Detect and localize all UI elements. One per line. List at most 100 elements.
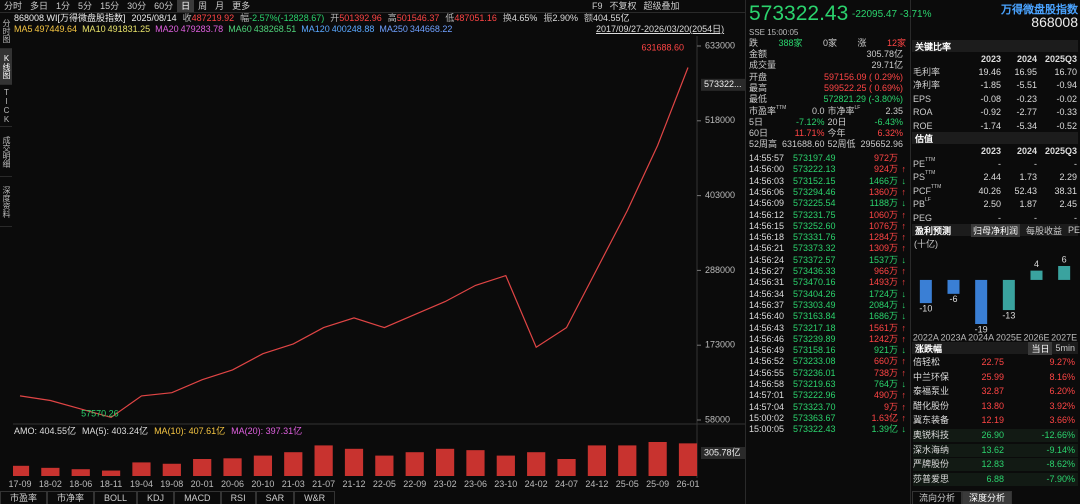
cell-value: 16.70 — [1054, 67, 1077, 77]
period-tab[interactable]: 更多 — [232, 1, 251, 11]
mover-name[interactable]: 醋化股份 — [913, 400, 950, 411]
info-item: 幅-2.57%(-12828.67) — [240, 13, 324, 24]
stat-value: 29.71亿 — [871, 60, 903, 71]
forecast-value-label: -19 — [975, 324, 988, 334]
tick-volume: 1.63亿 — [871, 412, 898, 423]
indicator-tab[interactable]: BOLL — [94, 491, 138, 504]
tick-time: 14:56:58 — [749, 379, 785, 389]
stat-value: 11.71% — [794, 128, 825, 139]
indicator-tab[interactable]: 市盈率 — [0, 491, 48, 504]
indicator-tab[interactable]: KDJ — [137, 491, 175, 504]
ma-key: MA20 — [155, 24, 179, 34]
breadth-item: 388家 — [778, 38, 803, 48]
tick-time: 14:56:00 — [749, 164, 785, 175]
side-tab[interactable]: 深度资料 — [0, 177, 12, 227]
cell-value: 38.31 — [1054, 185, 1077, 196]
side-tab[interactable]: 分时图 — [0, 13, 12, 49]
indicator-tab[interactable]: W&R — [294, 491, 336, 504]
mover-name[interactable]: 冀东装备 — [913, 415, 950, 426]
ma-key: MA5 — [14, 24, 33, 34]
period-tab[interactable]: 5分 — [78, 1, 93, 11]
indicator-tab[interactable]: 市净率 — [47, 491, 95, 504]
period-tab[interactable]: 周 — [198, 1, 208, 11]
ma-key: MA250 — [379, 24, 408, 34]
info-item: 高501546.37 — [388, 13, 440, 24]
x-tick-label: 22-05 — [372, 479, 396, 489]
stat-value: 305.78亿 — [866, 49, 903, 59]
indicator-tab[interactable]: SAR — [255, 491, 295, 504]
mover-name[interactable]: 奥锐科技 — [913, 430, 950, 440]
y-tick-label: 633000 — [705, 40, 735, 50]
tool-button[interactable]: F9 — [592, 1, 603, 11]
indicator-tab[interactable]: MACD — [174, 491, 221, 504]
ma-item: MA10 491831.25 — [82, 24, 150, 35]
tick-time: 14:56:15 — [749, 220, 785, 231]
side-tab[interactable]: K线图 — [0, 49, 12, 85]
forecast-tab[interactable]: 归母净利润 — [971, 223, 1021, 237]
tick-row: 14:57:01 573222.96 490万 ↑ — [749, 390, 906, 401]
period-tab[interactable]: 60分 — [154, 1, 174, 11]
index-code: 868008 — [1031, 14, 1078, 30]
movers-tab[interactable]: 5min — [1055, 343, 1075, 353]
cell-value: -0.92 — [980, 107, 1001, 118]
indicator-tab[interactable]: RSI — [220, 491, 256, 504]
tick-price: 573233.08 — [793, 356, 836, 367]
stat-label: 市净率LF — [827, 104, 861, 116]
mover-name[interactable]: 莎普爱思 — [913, 473, 950, 484]
info-key: 振 — [543, 13, 553, 23]
last-price-label: 573322... — [704, 79, 742, 89]
stat-value: 631688.60 — [781, 139, 825, 150]
mover-name[interactable]: 深水海纳 — [913, 444, 950, 455]
mover-row: 深水海纳 13.62 -9.14% — [913, 443, 1078, 457]
tick-row: 14:56:18 573331.76 1284万 ↑ — [749, 232, 906, 243]
volume-bar — [193, 459, 212, 476]
forecast-tab[interactable]: PE — [1068, 225, 1080, 235]
side-tab[interactable]: 成交明细 — [0, 127, 12, 177]
period-tab[interactable]: 多日 — [30, 1, 49, 11]
mover-name[interactable]: 倍轻松 — [913, 357, 941, 367]
mover-name[interactable]: 中兰环保 — [913, 371, 950, 382]
stat-label: 5日 — [749, 116, 764, 127]
panel-divider — [910, 0, 911, 504]
volume-bar — [618, 445, 637, 476]
tick-time: 14:56:31 — [749, 277, 785, 288]
mover-name[interactable]: 泰福泵业 — [913, 386, 950, 397]
tick-direction: ↓ — [901, 299, 907, 310]
row-label: PETTM — [913, 157, 936, 170]
mover-price: 32.87 — [981, 386, 1004, 397]
stat-label: 今年 — [827, 128, 846, 139]
ma-value: 497449.64 — [34, 24, 78, 34]
tick-time: 14:56:21 — [749, 243, 785, 254]
y-tick-label: 58000 — [705, 414, 730, 424]
period-tab[interactable]: 1分 — [56, 1, 71, 11]
tick-volume: 1561万 — [868, 322, 898, 333]
period-tab[interactable]: 日 — [177, 0, 195, 12]
forecast-tab[interactable]: 每股收益 — [1026, 225, 1063, 236]
breadth-item: 涨 — [857, 38, 867, 48]
table-title: 关键比率 — [915, 41, 952, 52]
tool-button[interactable]: 超级叠加 — [643, 1, 680, 11]
movers-tab[interactable]: 当日 — [1028, 341, 1053, 355]
table-row: PSTTM 2.44 1.73 2.29 — [913, 171, 1078, 184]
tick-volume: 2084万 — [868, 299, 898, 310]
x-tick-label: 24-12 — [585, 479, 609, 489]
row-label: EPS — [913, 93, 932, 104]
x-tick-label: 18-11 — [99, 479, 123, 489]
info-item: 开501392.96 — [330, 13, 382, 24]
footer-tab[interactable]: 深度分析 — [962, 491, 1013, 504]
tick-row: 14:56:43 573217.18 1561万 ↑ — [749, 323, 906, 334]
side-tab[interactable]: TICK — [0, 85, 12, 127]
period-tab[interactable]: 15分 — [100, 1, 120, 11]
period-tab[interactable]: 月 — [215, 1, 225, 11]
tick-price: 573217.18 — [793, 322, 836, 333]
tick-time: 14:57:04 — [749, 401, 785, 412]
tick-price: 573219.63 — [793, 379, 836, 389]
tool-button[interactable]: 不复权 — [609, 1, 637, 11]
forecast-bar — [975, 279, 988, 324]
footer-tab[interactable]: 流向分析 — [912, 491, 963, 504]
mover-name[interactable]: 严牌股份 — [913, 459, 950, 470]
period-tab[interactable]: 30分 — [127, 1, 147, 11]
forecast-category: 2023A — [940, 332, 966, 342]
stat-row: 市盈率TTM 0.0 市净率LF 2.35 — [749, 104, 906, 117]
period-tab[interactable]: 分时 — [4, 1, 23, 11]
